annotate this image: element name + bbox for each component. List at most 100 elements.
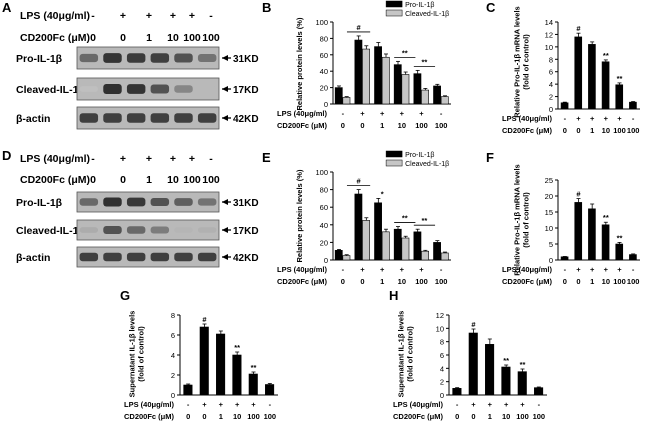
- blot-band: [126, 197, 146, 207]
- significance-mark: #: [576, 24, 581, 33]
- dose-label: 100: [247, 412, 260, 421]
- bar: [588, 44, 596, 110]
- blot-band: [150, 84, 170, 94]
- bar: [199, 326, 209, 396]
- kd-label: 31KD: [233, 198, 259, 209]
- dose-label: 100: [415, 277, 428, 286]
- blot-band: [197, 54, 217, 62]
- significance-mark: *: [381, 189, 384, 198]
- dose-label: 10: [233, 412, 241, 421]
- dose-label: 0: [563, 126, 567, 135]
- bar: [517, 371, 527, 396]
- significance-mark: **: [520, 360, 526, 369]
- y-tick-label: 0: [324, 256, 328, 265]
- lps-sign: +: [360, 265, 365, 274]
- blot-strip: [76, 77, 220, 101]
- blot-row-label: β-actin: [16, 113, 50, 125]
- bar: [452, 388, 462, 396]
- kd-label: 17KD: [233, 226, 259, 237]
- lps-sign: -: [342, 109, 345, 118]
- dose-label: 100: [183, 32, 201, 44]
- lps-sign: +: [576, 114, 581, 123]
- blot-band: [174, 198, 193, 206]
- bar: [485, 344, 495, 396]
- panel-letter: E: [262, 150, 271, 165]
- blot-band: [103, 113, 122, 123]
- dose-label: 0: [576, 126, 580, 135]
- lps-sign: +: [604, 114, 609, 123]
- blot-row-label: Pro-IL-1β: [16, 197, 63, 209]
- panel-letter: A: [2, 0, 12, 15]
- bar: [393, 228, 402, 261]
- blot-band: [79, 113, 99, 123]
- bar: [421, 89, 429, 105]
- lps-sign: +: [235, 400, 240, 409]
- y-tick-label: 0: [549, 105, 553, 114]
- y-axis-label: Supernatant IL-1β levels: [397, 311, 406, 398]
- y-tick-label: 0: [440, 391, 444, 400]
- blot-band: [197, 86, 217, 92]
- bar: [560, 256, 569, 261]
- significance-mark: #: [356, 23, 361, 32]
- y-axis-label: Supernatant IL-1β levels: [128, 311, 137, 398]
- kd-arrow-head: [222, 55, 228, 61]
- blot-band: [103, 252, 122, 262]
- dose-label: 0: [90, 174, 96, 186]
- lps-sign: -: [538, 400, 541, 409]
- blot-band: [79, 53, 99, 63]
- bar: [433, 85, 441, 105]
- y-tick-label: 10: [545, 43, 553, 52]
- y-tick-label: 6: [171, 331, 175, 340]
- blot-band: [150, 197, 170, 207]
- kd-label: 17KD: [233, 85, 259, 96]
- bar: [501, 366, 511, 396]
- lps-sign: +: [576, 265, 581, 274]
- legend-swatch: [385, 150, 403, 158]
- dose-label: 0: [186, 412, 190, 421]
- dose-label: 100: [202, 174, 220, 186]
- significance-mark: **: [603, 213, 609, 222]
- kd-label: 42KD: [233, 253, 259, 264]
- bar: [421, 250, 429, 261]
- dose-label: 100: [533, 412, 546, 421]
- bar: [334, 87, 343, 105]
- y-tick-label: 10: [545, 224, 553, 233]
- dose-label: 100: [183, 174, 201, 186]
- legend-swatch: [385, 159, 403, 167]
- y-axis-label: (fold of control): [522, 34, 531, 90]
- lps-sign: +: [604, 265, 609, 274]
- dose-label: 0: [341, 277, 345, 286]
- lps-label: LPS (40μg/ml): [20, 10, 90, 22]
- significance-mark: #: [356, 177, 361, 186]
- dose-label: 10: [398, 121, 406, 130]
- bar: [183, 384, 193, 396]
- dose-label: 10: [602, 277, 610, 286]
- dose-label: 0: [471, 412, 475, 421]
- dose-label: 100: [516, 412, 529, 421]
- panel-letter: B: [262, 0, 271, 15]
- chart-panel-h: H Supernatant IL-1β levels (fold of contro…: [389, 288, 547, 421]
- lps-sign: +: [146, 153, 152, 165]
- significance-mark: **: [422, 57, 428, 66]
- y-axis-label: (fold of control): [522, 192, 531, 248]
- lps-label: LPS (40μg/ml): [393, 400, 444, 409]
- blot-band: [174, 252, 193, 262]
- panel-letter: H: [389, 288, 398, 303]
- kd-label: 42KD: [233, 114, 259, 125]
- y-tick-label: 20: [320, 238, 328, 247]
- lps-sign: +: [488, 400, 493, 409]
- bar: [393, 64, 402, 105]
- lps-sign: -: [632, 114, 635, 123]
- bar: [560, 102, 569, 110]
- lps-sign: +: [120, 10, 126, 22]
- significance-mark: **: [617, 233, 623, 242]
- y-tick-label: 80: [320, 34, 328, 43]
- legend-swatch: [385, 0, 403, 8]
- bar: [615, 84, 624, 110]
- dose-label: 0: [90, 32, 96, 44]
- blot-band: [150, 53, 170, 63]
